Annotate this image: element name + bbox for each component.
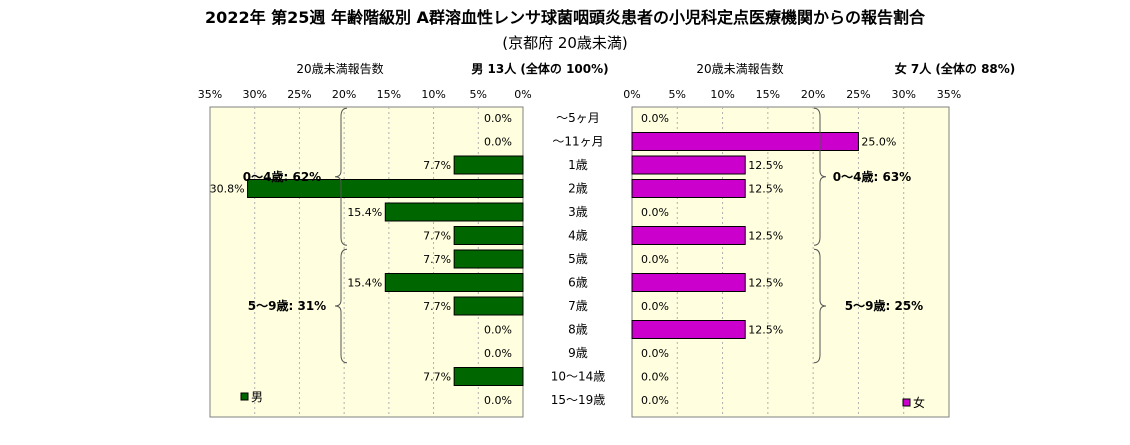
male-brace-5-9 <box>334 248 348 364</box>
male-bar <box>453 249 524 269</box>
male-data-label: 0.0% <box>484 112 512 125</box>
male-legend-swatch <box>240 392 249 401</box>
male-tick-label: 25% <box>287 88 311 101</box>
female-data-label: 0.0% <box>641 371 669 384</box>
male-legend-label: 男 <box>251 390 263 404</box>
male-data-label: 7.7% <box>423 253 451 266</box>
category-label: 8歳 <box>568 323 588 337</box>
female-axis-label: 20歳未満報告数 <box>696 61 783 76</box>
female-data-label: 0.0% <box>641 253 669 266</box>
female-summary: 女 7人 (全体の 88%) <box>895 61 1016 76</box>
male-data-label: 7.7% <box>423 159 451 172</box>
female-data-label: 12.5% <box>748 277 783 290</box>
male-group-annotation: 0〜4歳: 62% <box>243 169 321 184</box>
female-data-label: 12.5% <box>748 324 783 337</box>
male-tick-label: 10% <box>421 88 445 101</box>
female-bar <box>631 132 859 151</box>
female-tick-label: 15% <box>756 88 780 101</box>
male-bar <box>453 367 524 386</box>
female-brace-0-4 <box>813 107 827 246</box>
female-group-annotation: 5〜9歳: 25% <box>845 298 923 313</box>
category-label: 7歳 <box>568 299 588 313</box>
male-brace-0-4 <box>334 107 348 246</box>
female-bar <box>631 320 746 339</box>
male-data-label: 7.7% <box>423 300 451 313</box>
male-bar <box>453 226 524 245</box>
category-label: 3歳 <box>568 205 588 219</box>
category-label: 15〜19歳 <box>551 393 606 407</box>
category-label: 〜5ヶ月 <box>556 111 600 125</box>
category-label: 〜11ヶ月 <box>552 135 603 149</box>
male-data-label: 0.0% <box>484 347 512 360</box>
chart-subtitle: (京都府 20歳未満) <box>502 34 628 52</box>
female-data-label: 12.5% <box>748 183 783 196</box>
female-plot-area <box>631 106 950 418</box>
male-tick-label: 20% <box>332 88 356 101</box>
female-data-label: 12.5% <box>748 159 783 172</box>
male-data-label: 0.0% <box>484 136 512 149</box>
female-tick-label: 5% <box>669 88 686 101</box>
female-bar <box>631 273 746 292</box>
female-tick-label: 35% <box>937 88 961 101</box>
female-tick-label: 20% <box>801 88 825 101</box>
female-tick-label: 30% <box>891 88 915 101</box>
male-bar <box>384 273 524 292</box>
female-data-label: 25.0% <box>861 136 896 149</box>
male-tick-label: 35% <box>198 88 222 101</box>
male-data-label: 7.7% <box>423 230 451 243</box>
male-data-label: 7.7% <box>423 371 451 384</box>
male-tick-label: 15% <box>377 88 401 101</box>
male-tick-label: 5% <box>470 88 487 101</box>
category-label: 2歳 <box>568 182 588 196</box>
category-label: 4歳 <box>568 229 588 243</box>
male-axis-label: 20歳未満報告数 <box>296 61 383 76</box>
female-data-label: 12.5% <box>748 230 783 243</box>
female-data-label: 0.0% <box>641 300 669 313</box>
category-label: 10〜14歳 <box>551 370 606 384</box>
male-group-annotation: 5〜9歳: 31% <box>248 298 326 313</box>
male-data-label: 30.8% <box>210 183 245 196</box>
male-data-label: 15.4% <box>347 206 382 219</box>
male-data-label: 0.0% <box>484 394 512 407</box>
male-data-label: 0.0% <box>484 324 512 337</box>
female-data-label: 0.0% <box>641 347 669 360</box>
male-tick-label: 30% <box>242 88 266 101</box>
category-label: 5歳 <box>568 252 588 266</box>
category-label: 9歳 <box>568 346 588 360</box>
male-data-label: 15.4% <box>347 277 382 290</box>
female-data-label: 0.0% <box>641 394 669 407</box>
female-tick-label: 25% <box>846 88 870 101</box>
female-bar <box>631 226 746 245</box>
male-bar <box>453 155 524 175</box>
female-tick-label: 0% <box>623 88 640 101</box>
female-bar <box>631 179 746 198</box>
female-bar <box>631 155 746 175</box>
male-bar <box>453 296 524 316</box>
female-data-label: 0.0% <box>641 112 669 125</box>
female-legend-swatch <box>902 398 911 407</box>
female-brace-5-9 <box>813 248 827 364</box>
male-tick-label: 0% <box>514 88 531 101</box>
female-legend-label: 女 <box>913 395 925 410</box>
male-bar <box>384 202 524 222</box>
category-label: 1歳 <box>568 158 588 172</box>
male-bar <box>247 179 524 198</box>
category-label: 6歳 <box>568 276 588 290</box>
male-summary: 男 13人 (全体の 100%) <box>471 61 608 76</box>
female-data-label: 0.0% <box>641 206 669 219</box>
female-tick-label: 10% <box>710 88 734 101</box>
female-group-annotation: 0〜4歳: 63% <box>833 169 911 184</box>
chart-title: 2022年 第25週 年齢階級別 A群溶血性レンサ球菌咽頭炎患者の小児科定点医療… <box>205 8 925 27</box>
